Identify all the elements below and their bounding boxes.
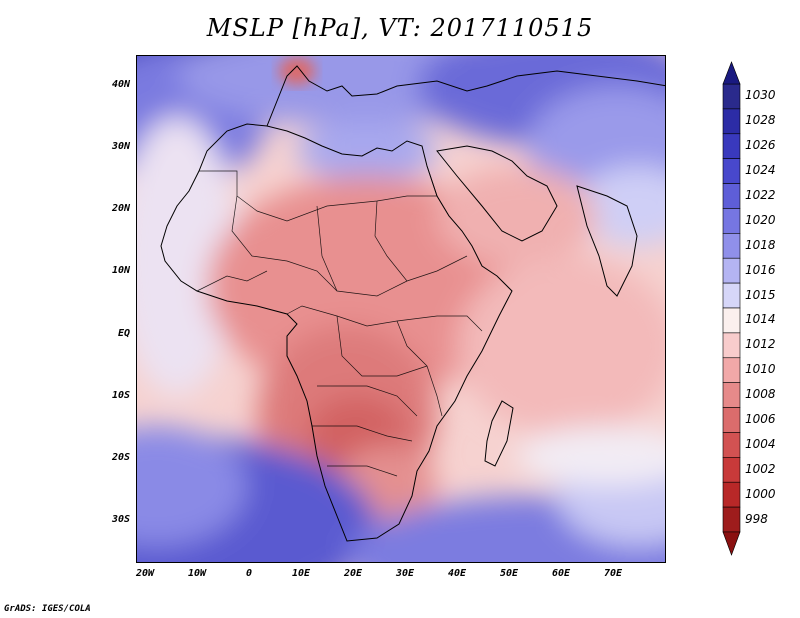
lon-label-60e: 60E: [551, 568, 571, 579]
colorbar-label: 1012: [745, 337, 776, 352]
colorbar-cell: [722, 233, 741, 259]
colorbar-label: 1010: [745, 362, 776, 377]
colorbar-cell: [722, 183, 741, 209]
colorbar-label: 1006: [745, 412, 776, 426]
lat-label-40n: 40N: [111, 79, 130, 90]
colorbar-cell: [722, 83, 741, 110]
country-borders: [196, 165, 483, 477]
colorbar-cell: [722, 506, 741, 533]
pressure-field: [137, 56, 665, 562]
lon-label-20w: 20W: [135, 568, 155, 579]
colorbar-cells: [722, 83, 741, 533]
colorbar-cell: [722, 382, 741, 408]
colorbar-label: 1028: [745, 113, 776, 128]
coastlines: [160, 65, 665, 542]
colorbar-label: 1002: [745, 461, 776, 476]
colorbar-label: 1015: [745, 287, 776, 302]
colorbar-label: 1018: [745, 237, 776, 252]
colorbar-cell: [722, 332, 741, 359]
lon-label-10e: 10E: [291, 568, 311, 579]
lat-label-10n: 10N: [111, 265, 130, 276]
lon-label-30e: 30E: [395, 568, 415, 579]
colorbar-cell: [722, 133, 741, 159]
credit-text: GrADS: IGES/COLA: [4, 604, 91, 614]
map-title: MSLP [hPa], VT: 2017110515: [206, 14, 594, 42]
lat-label-30s: 30S: [111, 514, 130, 525]
colorbar-label: 998: [745, 511, 768, 526]
pressure-shading: [137, 56, 665, 562]
colorbar-cell: [722, 208, 741, 234]
colorbar-cell: [722, 307, 741, 334]
colorbar-label: 1026: [745, 138, 776, 153]
colorbar-top-arrow: [722, 61, 741, 85]
lon-label-40e: 40E: [447, 568, 467, 579]
lon-label-0: 0: [245, 568, 253, 579]
colorbar-bottom-arrow: [722, 531, 741, 556]
colorbar-label: 1016: [745, 262, 776, 277]
colorbar-cell: [722, 457, 741, 483]
lat-label-eq: EQ: [117, 328, 130, 339]
lon-label-10w: 10W: [187, 568, 207, 579]
colorbar-label: 1022: [745, 188, 776, 202]
colorbar-cell: [722, 481, 741, 508]
colorbar-cell: [722, 282, 741, 309]
colorbar-label: 1000: [745, 486, 776, 501]
lon-label-20e: 20E: [343, 568, 363, 579]
colorbar-cell: [722, 158, 741, 184]
colorbar-cell: [722, 407, 741, 433]
lat-label-20n: 20N: [111, 203, 130, 214]
colorbar-cell: [722, 357, 741, 383]
colorbar-cell: [722, 432, 741, 458]
pressure-map: [136, 55, 666, 563]
colorbar-label: 1014: [745, 312, 776, 327]
colorbar-label: 1024: [745, 163, 776, 178]
lon-label-70e: 70E: [603, 568, 623, 579]
colorbar-label: 1020: [745, 212, 776, 227]
lon-label-50e: 50E: [499, 568, 519, 579]
colorbar-cell: [722, 108, 741, 135]
colorbar-cell: [722, 257, 741, 284]
lat-label-10s: 10S: [111, 390, 130, 401]
colorbar-label: 1008: [745, 387, 776, 402]
lat-label-30n: 30N: [111, 141, 130, 152]
colorbar-label: 1004: [745, 436, 776, 451]
lat-label-20s: 20S: [111, 452, 130, 463]
colorbar-label: 1030: [745, 88, 776, 103]
